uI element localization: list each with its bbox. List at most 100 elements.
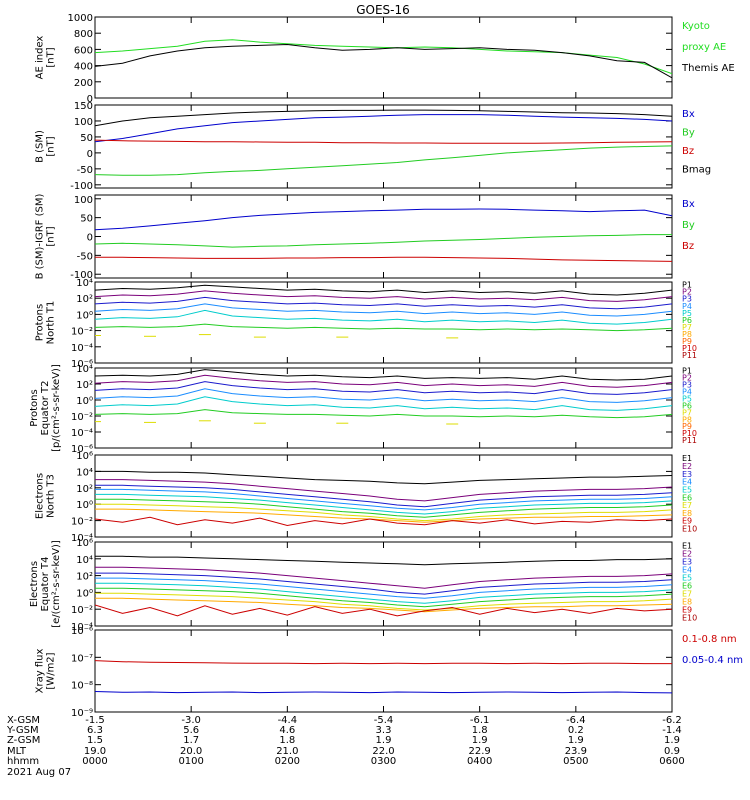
footer-value: 4.6 xyxy=(279,725,295,736)
panel-frame xyxy=(94,16,673,99)
series-line-bx xyxy=(95,114,672,143)
legend-entry: E4 xyxy=(682,565,692,574)
legend-entry: E10 xyxy=(682,613,697,622)
legend-entry: 0.05-0.4 nm xyxy=(682,655,743,666)
y-axis-label: North T3 xyxy=(46,474,57,518)
footer-value: 0000 xyxy=(82,756,107,767)
legend-entry: P2 xyxy=(682,288,692,297)
y-tick-label: 10⁰ xyxy=(76,396,93,407)
y-tick-label: 10⁻² xyxy=(71,605,93,616)
y-tick-label: 10⁴ xyxy=(76,364,93,375)
series-line-e5 xyxy=(95,493,672,515)
legend-entry: E7 xyxy=(682,501,692,510)
y-tick-label: 10⁻⁹ xyxy=(71,708,93,719)
y-tick-label: 100 xyxy=(74,195,93,206)
y-tick-label: 10² xyxy=(76,484,93,495)
legend-entry: P4 xyxy=(682,302,692,311)
legend-entry: Bx xyxy=(682,109,695,120)
legend-entry: P11 xyxy=(682,351,697,360)
footer-row-label: Y-GSM xyxy=(6,725,39,736)
footer-value: 1.8 xyxy=(472,725,488,736)
footer-value: 0.2 xyxy=(568,725,584,736)
footer-value: 6.3 xyxy=(87,725,103,736)
series-line-bz xyxy=(95,139,672,144)
y-tick-label: 10⁻² xyxy=(71,412,93,423)
y-axis-label: Equator T4 xyxy=(40,557,51,612)
y-tick-label: 10² xyxy=(76,380,93,391)
y-tick-label: 10⁴ xyxy=(76,278,93,289)
y-tick-label: -50 xyxy=(77,251,93,262)
y-tick-label: 10⁴ xyxy=(76,555,93,566)
y-tick-label: 50 xyxy=(80,214,93,225)
panel-4: 10⁴ 10² 10⁰ 10⁻² 10⁻⁴ 10⁻⁶ Protons North T1 P1P2… xyxy=(35,278,698,370)
legend-entry: E8 xyxy=(682,597,692,606)
footer-value: 0200 xyxy=(275,756,300,767)
footer-value: 21.0 xyxy=(276,746,298,757)
legend-entry: P9 xyxy=(682,422,692,431)
footer-value: 1.9 xyxy=(568,735,584,746)
y-tick-label: -100 xyxy=(70,181,93,192)
series-line-e8 xyxy=(95,508,672,523)
y-tick-label: 10⁻⁴ xyxy=(71,622,93,633)
series-line-p5 xyxy=(95,396,672,411)
legend-entry: E8 xyxy=(682,509,692,518)
series-line-p1 xyxy=(95,369,672,381)
series-line-p1 xyxy=(95,284,672,296)
series-line-e4 xyxy=(95,488,672,511)
y-tick-label: 10⁻² xyxy=(71,517,93,528)
y-tick-label: 10⁰ xyxy=(76,500,93,511)
y-axis-label: Protons xyxy=(35,304,46,341)
legend-entry: Bz xyxy=(682,241,694,252)
series-line-0-1-0-8-nm xyxy=(95,660,672,665)
footer-value: -6.1 xyxy=(470,715,490,726)
y-axis-label: Xray flux xyxy=(35,649,46,694)
legend-entry: P2 xyxy=(682,374,692,383)
series-line-by xyxy=(95,234,672,248)
legend-entry: E3 xyxy=(682,470,692,479)
footer-value: 0100 xyxy=(178,756,203,767)
y-tick-label: 100 xyxy=(74,117,93,128)
y-tick-label: 10² xyxy=(76,572,93,583)
y-tick-label: 0 xyxy=(87,233,93,244)
y-axis-label: [p/(cm²-s-sr-keV)] xyxy=(51,364,62,452)
legend-entry: P6 xyxy=(682,316,692,325)
y-tick-label: 10⁰ xyxy=(76,588,93,599)
footer-value: -6.2 xyxy=(662,715,682,726)
y-axis-label: [nT] xyxy=(46,47,57,67)
legend-entry: E9 xyxy=(682,517,692,526)
panel-3: 100 50 0 -50 -100 B (SM)-IGRF (SM) [nT] Bx By Bz xyxy=(35,194,695,282)
legend-entry: P7 xyxy=(682,323,692,332)
y-axis-label: B (SM)-IGRF (SM) xyxy=(35,194,46,280)
y-axis-label: Electrons xyxy=(29,561,40,607)
y-axis-label: AE index xyxy=(35,36,46,80)
series-line-e2 xyxy=(95,566,672,589)
footer-value: -1.4 xyxy=(662,725,682,736)
y-tick-label: 0 xyxy=(87,149,93,160)
legend-entry: E6 xyxy=(682,581,692,590)
footer-value: 5.6 xyxy=(183,725,199,736)
legend-entry: By xyxy=(682,220,695,231)
y-axis-label: Protons xyxy=(29,389,40,426)
legend-entry: E2 xyxy=(682,549,692,558)
footer-value: 19.0 xyxy=(84,746,106,757)
series-line-e3 xyxy=(95,484,672,508)
y-tick-label: 150 xyxy=(74,101,93,112)
series-line-p3 xyxy=(95,381,672,395)
series-line-p6 xyxy=(95,409,672,419)
series-line-e7 xyxy=(95,592,672,611)
legend-entry: P4 xyxy=(682,387,692,396)
series-line-e1 xyxy=(95,555,672,566)
legend-entry: E6 xyxy=(682,493,692,502)
y-tick-label: 10⁻⁸ xyxy=(71,681,93,692)
legend-entry: Bmag xyxy=(682,164,711,175)
legend-entry: E1 xyxy=(682,454,692,463)
legend-entry: P6 xyxy=(682,401,692,410)
y-axis-label: [nT] xyxy=(46,226,57,246)
y-axis-label: B (SM) xyxy=(35,130,46,163)
series-line-kyoto-proxy-ae xyxy=(95,39,672,75)
series-line-themis-ae xyxy=(95,43,672,79)
footer-row-label: Z-GSM xyxy=(7,735,40,746)
legend-entry: E7 xyxy=(682,589,692,598)
